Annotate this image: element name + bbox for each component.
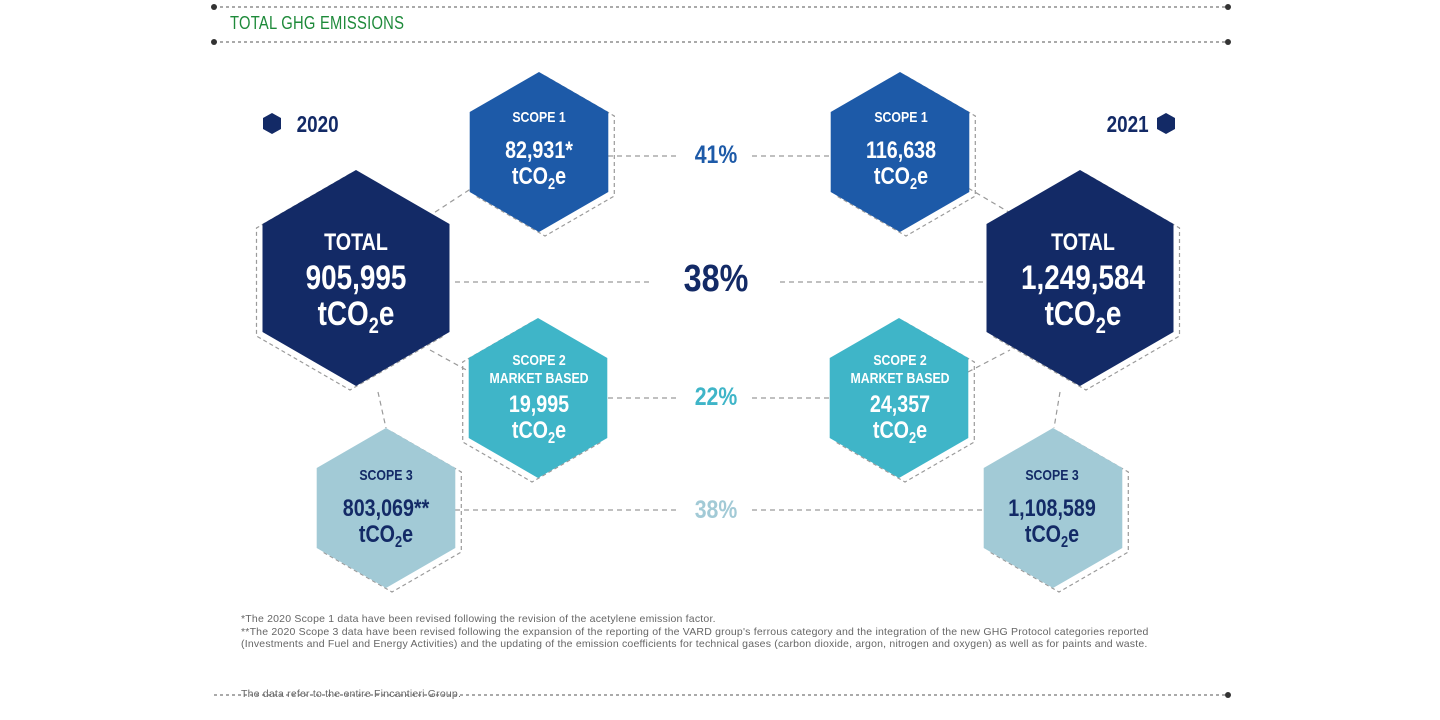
year-2021-label: 2021 xyxy=(1106,111,1149,137)
scope2-2021-hex: SCOPE 2 MARKET BASED 24,357 tCO2e xyxy=(831,352,969,448)
scope2-2021-value: 24,357 xyxy=(869,391,931,418)
scope1-2020-hex: SCOPE 1 82,931* tCO2e xyxy=(470,109,608,194)
total-2021-unit: tCO2e xyxy=(1044,295,1122,338)
hex-total-2020 xyxy=(262,170,450,386)
hex-scope1-2021 xyxy=(830,72,970,232)
scope1-2021-value: 116,638 xyxy=(865,137,937,164)
total-2020-unit: tCO2e xyxy=(317,295,395,338)
scope2-2021-label-line2: MARKET BASED xyxy=(850,370,950,387)
scope3-2021-label: SCOPE 3 xyxy=(1025,467,1079,484)
footnotes: *The 2020 Scope 1 data have been revised… xyxy=(241,613,1201,651)
hex-scope2-2020 xyxy=(468,318,608,478)
scope1-2020-unit: tCO2e xyxy=(511,163,567,194)
scope2-2020-unit: tCO2e xyxy=(511,417,567,448)
year-2020-hex-icon xyxy=(263,113,281,134)
change-scope1: 41% xyxy=(694,141,738,169)
scope2-2020-label-line2: MARKET BASED xyxy=(489,370,589,387)
change-total: 38% xyxy=(683,258,749,300)
scope3-2021-hex: SCOPE 3 1,108,589 tCO2e xyxy=(983,467,1121,552)
scope1-2020-value: 82,931* xyxy=(505,137,573,164)
hex-total-2021 xyxy=(986,170,1174,386)
total-2020-label: TOTAL xyxy=(324,229,388,256)
scope3-2021-unit: tCO2e xyxy=(1024,521,1080,552)
hex-scope3-2020 xyxy=(316,428,456,588)
total-2020-hex: TOTAL 905,995 tCO2e xyxy=(264,229,448,338)
hex-scope3-2021 xyxy=(983,428,1123,588)
total-2021-hex: TOTAL 1,249,584 tCO2e xyxy=(983,229,1183,338)
header-rules xyxy=(214,6,1228,696)
total-2020-value: 905,995 xyxy=(305,259,407,297)
year-2020-label: 2020 xyxy=(296,111,339,137)
year-2021-hex-icon xyxy=(1157,113,1175,134)
scope1-2021-unit: tCO2e xyxy=(873,163,929,194)
scope1-2021-hex: SCOPE 1 116,638 tCO2e xyxy=(832,109,970,194)
scope2-2021-unit: tCO2e xyxy=(872,417,928,448)
scope2-2020-label-line1: SCOPE 2 xyxy=(512,352,566,369)
scope1-2020-label: SCOPE 1 xyxy=(512,109,566,126)
footnote-scope3: **The 2020 Scope 3 data have been revise… xyxy=(241,625,1149,651)
scope2-2020-value: 19,995 xyxy=(508,391,570,418)
change-scope3: 38% xyxy=(694,496,738,524)
page-title: TOTAL GHG EMISSIONS xyxy=(230,13,405,33)
total-2021-value: 1,249,584 xyxy=(1020,259,1146,297)
scope3-2020-label: SCOPE 3 xyxy=(359,467,413,484)
hex-scope2-2021 xyxy=(829,318,969,478)
scope3-2020-value: 803,069** xyxy=(342,495,430,522)
scope2-2020-hex: SCOPE 2 MARKET BASED 19,995 tCO2e xyxy=(470,352,608,448)
scope3-2020-hex: SCOPE 3 803,069** tCO2e xyxy=(316,467,456,552)
footer-note: The data refer to the entire Fincantieri… xyxy=(241,688,462,700)
scope2-2021-label-line1: SCOPE 2 xyxy=(873,352,927,369)
scope3-2020-unit: tCO2e xyxy=(358,521,414,552)
footnote-scope1: *The 2020 Scope 1 data have been revised… xyxy=(241,613,716,625)
hex-scope1-2020 xyxy=(469,72,609,232)
scope1-2021-label: SCOPE 1 xyxy=(874,109,928,126)
connector-lines xyxy=(377,155,1061,511)
change-scope2: 22% xyxy=(694,383,738,411)
scope3-2021-value: 1,108,589 xyxy=(1008,495,1096,522)
total-2021-label: TOTAL xyxy=(1051,229,1115,256)
